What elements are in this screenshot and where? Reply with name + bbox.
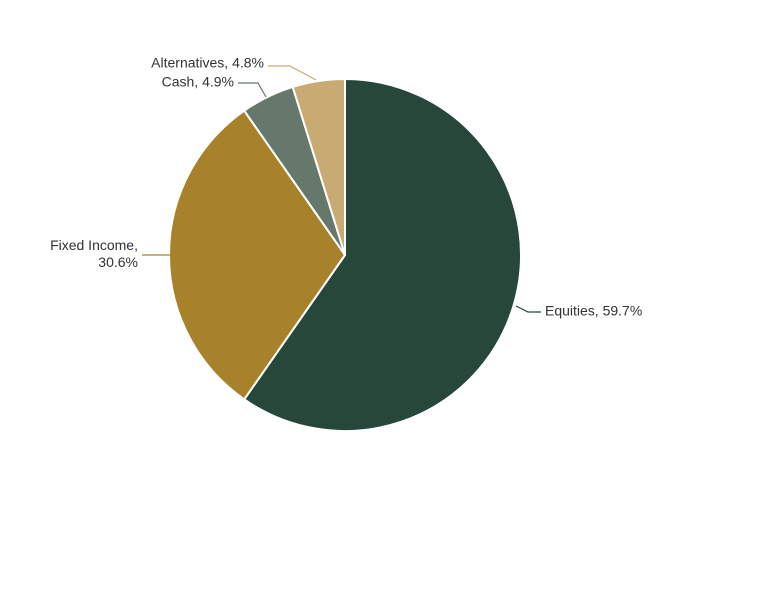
leader-line xyxy=(268,65,317,81)
pie-slice xyxy=(291,77,346,256)
label-line: Fixed Income, xyxy=(50,237,138,253)
data-label: Cash, 4.9% xyxy=(162,74,234,90)
label-line: 30.6% xyxy=(98,254,138,270)
data-label: Equities, 59.7% xyxy=(545,303,642,319)
pie-slice xyxy=(242,77,522,432)
leader-line xyxy=(515,305,541,313)
leader-line xyxy=(238,82,267,98)
data-label: Alternatives, 4.8% xyxy=(151,55,264,71)
data-label: Fixed Income, 30.6% xyxy=(50,237,138,270)
